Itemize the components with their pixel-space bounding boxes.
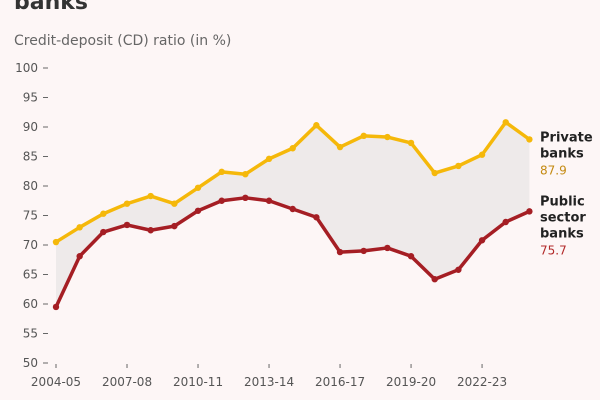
data-point (502, 218, 509, 226)
series-name-label: Private (540, 130, 593, 145)
data-point (100, 210, 107, 217)
data-point (242, 194, 249, 201)
x-tick-label: 2022-23 (457, 375, 507, 389)
data-point (431, 169, 438, 177)
series-end-value: 75.7 (540, 243, 567, 257)
data-point (407, 139, 415, 147)
data-point (123, 221, 131, 229)
y-tick-label: 75 (23, 209, 38, 223)
data-point (455, 266, 462, 273)
series-name-label: banks (540, 146, 584, 161)
x-tick-label: 2013-14 (244, 375, 294, 389)
data-point (360, 132, 367, 140)
x-tick-label: 2007-08 (102, 375, 152, 389)
y-tick-label: 100 (15, 61, 38, 75)
data-point (478, 237, 486, 244)
data-point (76, 224, 83, 231)
data-point (502, 119, 509, 126)
series-name-label: Public (540, 194, 585, 209)
data-point (478, 151, 486, 158)
data-point (242, 171, 249, 178)
series-end-value: 87.9 (540, 163, 567, 177)
data-point (147, 227, 154, 234)
data-point (289, 145, 296, 152)
data-point (218, 168, 225, 176)
data-point (384, 133, 391, 141)
data-point (336, 143, 344, 151)
data-point (336, 248, 344, 256)
y-axis-label: Credit-deposit (CD) ratio (in %) (14, 33, 232, 49)
y-tick-label: 55 (23, 327, 38, 341)
x-tick-label: 2004-05 (31, 375, 81, 389)
data-point (194, 184, 202, 191)
y-tick-label: 95 (23, 91, 38, 105)
data-point (455, 162, 462, 170)
data-point (526, 208, 533, 215)
y-tick-label: 85 (23, 150, 38, 164)
data-point (313, 122, 320, 129)
data-point (100, 228, 107, 236)
data-point (526, 136, 533, 143)
data-point (265, 197, 273, 204)
data-point (123, 200, 131, 207)
data-point (384, 244, 391, 252)
y-tick-label: 90 (23, 120, 38, 134)
y-tick-label: 60 (23, 297, 38, 311)
x-tick-label: 2016-17 (315, 375, 365, 389)
data-point (407, 253, 415, 260)
data-point (52, 303, 60, 311)
y-tick-label: 80 (23, 179, 38, 193)
data-point (431, 276, 438, 283)
y-tick-label: 65 (23, 268, 38, 282)
y-tick-label: 50 (23, 356, 38, 370)
x-tick-label: 2010-11 (173, 375, 223, 389)
series-name-label: banks (540, 226, 584, 241)
data-point (171, 200, 178, 207)
data-point (289, 205, 296, 213)
data-point (147, 192, 154, 200)
shaded-gap-area (56, 122, 530, 307)
x-tick-label: 2019-20 (386, 375, 436, 389)
data-point (194, 207, 202, 214)
data-point (313, 214, 320, 221)
data-point (52, 238, 60, 246)
data-point (265, 155, 273, 163)
chart-title: banks (14, 0, 88, 15)
series-name-label: sector (540, 210, 586, 225)
data-point (360, 247, 367, 255)
y-tick-label: 70 (23, 238, 38, 252)
data-point (171, 222, 178, 230)
data-point (76, 253, 83, 260)
data-point (218, 197, 225, 204)
